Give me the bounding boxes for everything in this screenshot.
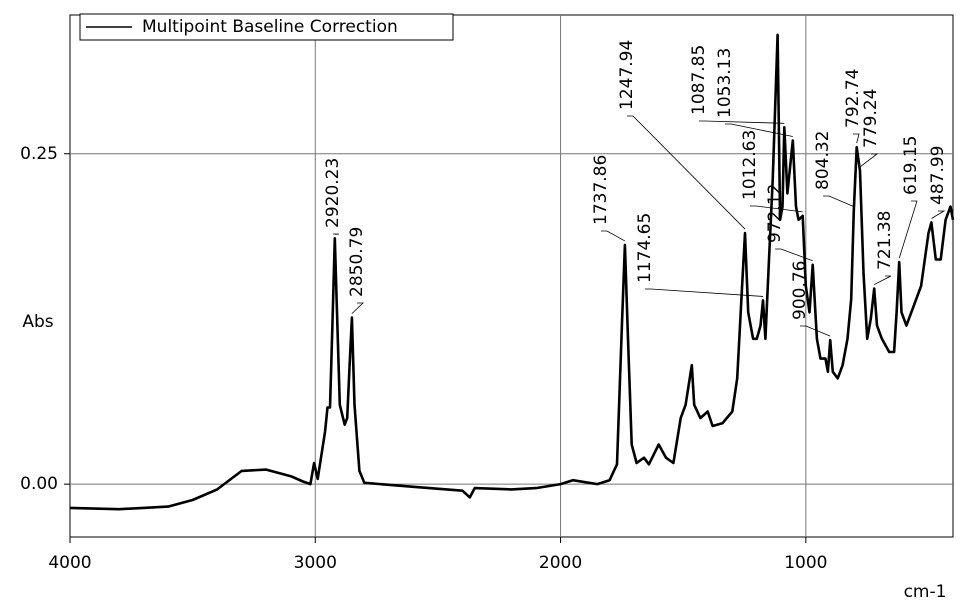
peak-leader bbox=[627, 115, 746, 230]
x-tick-label: 3000 bbox=[294, 553, 337, 573]
peak-label: 1053.13 bbox=[715, 48, 735, 118]
peak-label: 2920.23 bbox=[323, 158, 343, 228]
plot-frame bbox=[69, 14, 954, 538]
peak-leader bbox=[898, 200, 918, 259]
peak-leader bbox=[931, 210, 946, 219]
peak-label: 1174.65 bbox=[635, 213, 655, 283]
peak-label: 792.74 bbox=[843, 69, 863, 128]
x-tick-label: 2000 bbox=[539, 553, 582, 573]
peak-label: 619.15 bbox=[901, 136, 921, 195]
peak-leader bbox=[699, 120, 785, 124]
peak-label: 779.24 bbox=[861, 89, 881, 148]
peak-label: 487.99 bbox=[928, 146, 948, 205]
peak-leader bbox=[859, 153, 879, 168]
peak-label: 1247.94 bbox=[617, 40, 637, 110]
peak-label: 804.32 bbox=[813, 131, 833, 190]
peak-leader bbox=[800, 325, 831, 337]
x-tick-label: 4000 bbox=[48, 553, 91, 573]
x-tick-label: 1000 bbox=[784, 553, 827, 573]
peak-label: 1087.85 bbox=[689, 45, 709, 115]
peak-leader bbox=[750, 205, 803, 213]
peak-leader bbox=[853, 133, 860, 144]
peak-leader bbox=[823, 195, 854, 207]
peak-label: 900.76 bbox=[790, 261, 810, 320]
legend-label: Multipoint Baseline Correction bbox=[142, 17, 398, 37]
peak-leader bbox=[645, 288, 764, 297]
peak-label: 1012.63 bbox=[740, 130, 760, 200]
peak-leader bbox=[601, 230, 626, 242]
peak-leader bbox=[351, 302, 364, 314]
peak-label: 1737.86 bbox=[591, 155, 611, 225]
peak-label: 721.38 bbox=[875, 211, 895, 270]
spectrum-line bbox=[69, 33, 955, 511]
legend-box bbox=[79, 13, 454, 41]
peak-leader bbox=[775, 248, 813, 262]
peak-label: 972.12 bbox=[765, 184, 785, 243]
peak-leader bbox=[725, 123, 793, 137]
peak-leader bbox=[873, 275, 892, 285]
x-axis-label: cm-1 bbox=[904, 582, 947, 602]
peak-label: 2850.79 bbox=[347, 227, 367, 297]
y-axis-label: Abs bbox=[22, 312, 53, 332]
y-tick-label: 0.25 bbox=[20, 144, 58, 164]
y-tick-label: 0.00 bbox=[20, 474, 58, 494]
